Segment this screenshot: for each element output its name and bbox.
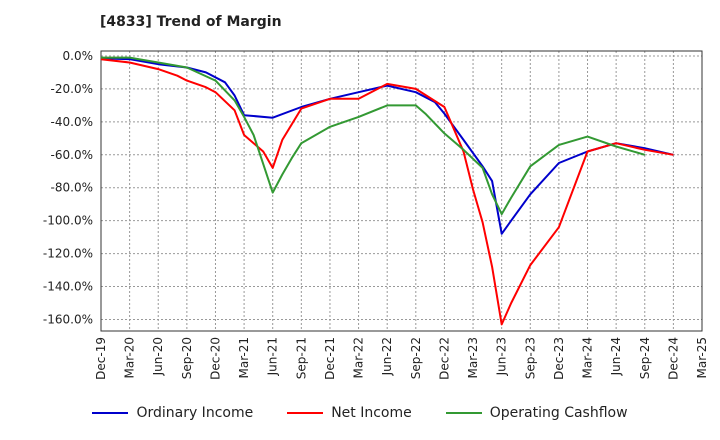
x-tick-label: Jun-23 <box>495 337 509 376</box>
x-tick-label: Mar-20 <box>123 337 137 378</box>
x-tick-label: Jun-24 <box>609 337 623 376</box>
legend-label: Net Income <box>331 405 412 421</box>
legend-item: Net Income <box>287 405 412 421</box>
x-tick-label: Mar-21 <box>237 337 251 378</box>
x-tick-label: Sep-22 <box>409 337 423 379</box>
y-tick-label: -140.0% <box>43 280 93 294</box>
y-tick-label: 0.0% <box>63 49 94 63</box>
series-line-ordinary-income <box>100 57 674 235</box>
x-tick-label: Sep-23 <box>523 337 537 379</box>
legend-swatch <box>445 412 482 414</box>
x-tick-label: Dec-23 <box>552 337 566 380</box>
legend-item: Operating Cashflow <box>445 405 628 421</box>
y-tick-label: -40.0% <box>51 115 93 129</box>
y-tick-label: -120.0% <box>43 247 93 261</box>
y-tick-label: -160.0% <box>43 312 93 326</box>
plot-frame <box>100 50 703 332</box>
x-tick-label: Dec-24 <box>666 337 680 380</box>
y-tick-label: -80.0% <box>51 181 93 195</box>
grid-lines <box>100 51 703 331</box>
x-tick-label: Jun-21 <box>266 337 280 376</box>
x-tick-label: Mar-25 <box>695 337 709 378</box>
y-tick-label: -60.0% <box>51 148 93 162</box>
series-line-operating-cashflow <box>101 56 646 216</box>
x-tick-label: Dec-19 <box>94 337 108 380</box>
x-tick-label: Sep-20 <box>180 337 194 379</box>
x-tick-labels: Dec-19 Mar-20 Jun-20 Sep-20 Dec-20 Mar-21 Jun-… <box>94 337 709 380</box>
x-tick-label: Sep-21 <box>294 337 308 379</box>
legend-swatch <box>92 412 129 414</box>
y-tick-label: -20.0% <box>51 82 93 96</box>
legend: Ordinary Income Net Income Operating Cashf… <box>0 405 720 421</box>
y-tick-label: -100.0% <box>43 214 93 228</box>
x-tick-label: Jun-22 <box>380 337 394 376</box>
series-line-net-income <box>100 58 674 326</box>
legend-label: Ordinary Income <box>136 405 254 421</box>
x-tick-label: Dec-21 <box>323 337 337 380</box>
x-tick-label: Jun-20 <box>151 337 165 376</box>
chart-title: [4833] Trend of Margin <box>100 14 282 30</box>
y-tick-labels: 0.0% -20.0% -40.0% -60.0% -80.0% -100.0% -120.… <box>43 49 93 327</box>
legend-label: Operating Cashflow <box>489 405 628 421</box>
series-lines <box>100 56 674 326</box>
x-tick-label: Dec-20 <box>208 337 222 380</box>
legend-swatch <box>287 412 324 414</box>
x-tick-label: Mar-23 <box>466 337 480 378</box>
x-tick-label: Sep-24 <box>638 337 652 379</box>
x-tick-label: Mar-24 <box>581 337 595 378</box>
legend-item: Ordinary Income <box>92 405 253 421</box>
axes <box>100 50 703 332</box>
x-tick-label: Dec-22 <box>437 337 451 380</box>
x-tick-label: Mar-22 <box>352 337 366 378</box>
